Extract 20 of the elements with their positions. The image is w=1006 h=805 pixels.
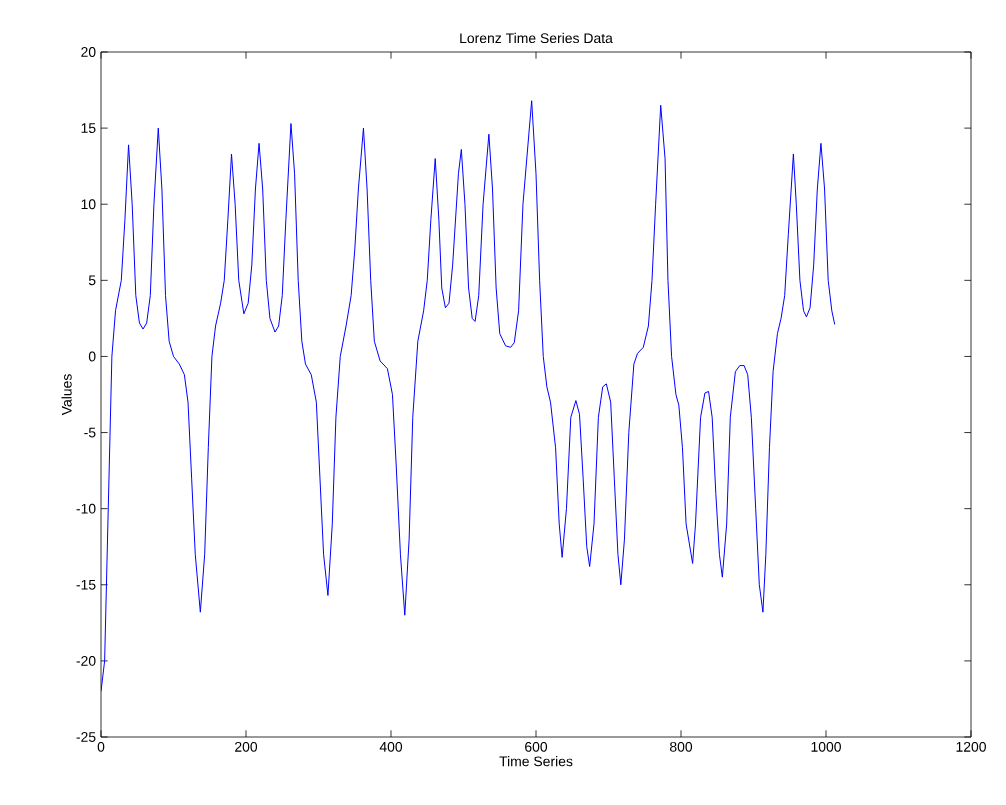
y-tick-label: 0 xyxy=(88,351,96,362)
y-tick-label: 20 xyxy=(81,47,96,57)
x-tick-label: 1000 xyxy=(811,741,841,752)
x-tick-label: 400 xyxy=(379,741,403,752)
x-tick-label: 800 xyxy=(669,741,693,752)
x-tick-label: 0 xyxy=(97,741,105,752)
x-tick-label: 200 xyxy=(235,741,258,752)
x-tick-label: 600 xyxy=(525,741,548,752)
y-tick-label: -20 xyxy=(76,655,96,666)
y-tick-label: -15 xyxy=(76,579,96,590)
y-tick-label: 15 xyxy=(81,123,96,133)
y-tick-label: -25 xyxy=(76,732,96,742)
y-tick-label: -10 xyxy=(76,503,96,514)
y-tick-label: 5 xyxy=(88,275,96,286)
y-tick-label: 10 xyxy=(81,199,96,210)
y-tick-label: -5 xyxy=(84,427,96,438)
x-axis-title: Time Series xyxy=(499,756,573,767)
y-axis-title: Values xyxy=(61,374,72,416)
chart-title: Lorenz Time Series Data xyxy=(460,32,613,44)
x-tick-label: 1200 xyxy=(956,741,986,752)
